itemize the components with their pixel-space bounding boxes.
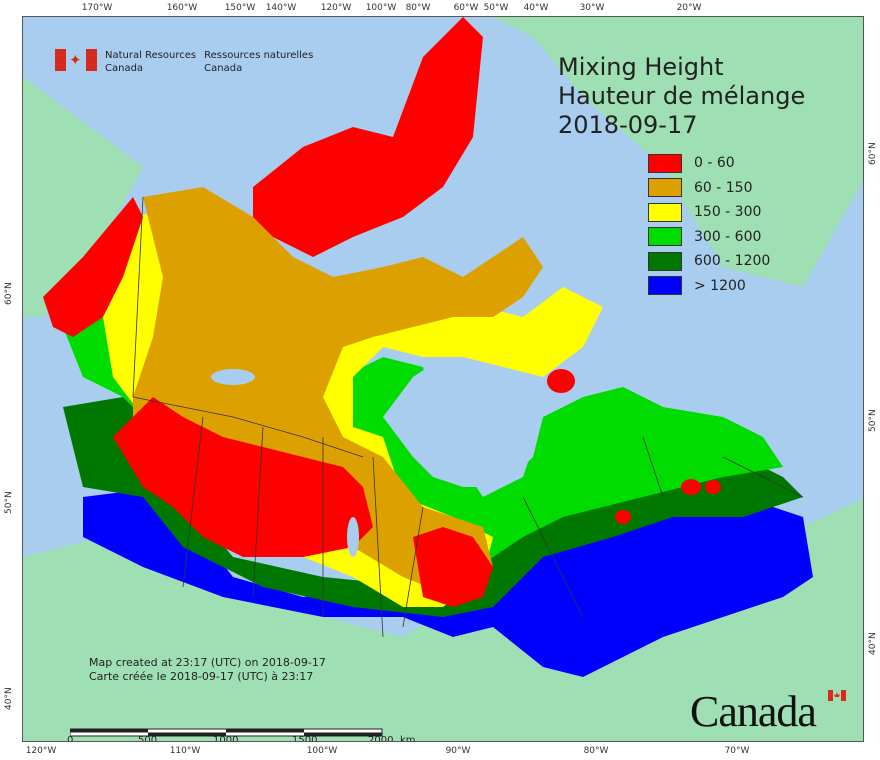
agency-name-english: Natural Resources Canada xyxy=(105,50,197,74)
hotspot-3 xyxy=(705,480,721,494)
hotspot-2 xyxy=(681,479,701,495)
canada-flag-icon xyxy=(828,690,846,701)
map-canvas[interactable]: ✦ Natural Resources Canada Ressources na… xyxy=(22,16,864,742)
tick-left: 50°N xyxy=(4,491,14,514)
scale-label: 1000 xyxy=(213,735,239,742)
tick-top: 150°W xyxy=(224,3,256,13)
legend-item: 60 - 150 xyxy=(648,176,770,201)
legend-label: 300 - 600 xyxy=(694,228,762,245)
hotspot-4 xyxy=(615,510,631,524)
hotspot-1 xyxy=(547,369,575,393)
scale-unit: km xyxy=(400,735,416,742)
tick-left: 60°N xyxy=(4,282,14,305)
zone-600-1200 xyxy=(63,397,803,617)
greenland-land xyxy=(493,17,863,287)
zone-over-1200 xyxy=(83,487,813,677)
map-title: Mixing Height Hauteur de mélange 2018-09… xyxy=(558,53,805,140)
scale-label: 1500 xyxy=(292,735,318,742)
legend-item: > 1200 xyxy=(648,274,770,299)
scale-label: 0 xyxy=(67,735,74,742)
title-english: Mixing Height xyxy=(558,53,724,81)
legend-swatch xyxy=(648,227,682,247)
legend-swatch xyxy=(648,202,682,222)
lake-winnipeg xyxy=(347,517,359,557)
scale-label: 2000 xyxy=(368,735,394,742)
tick-right: 50°N xyxy=(868,409,878,432)
tick-bottom: 80°W xyxy=(583,746,609,756)
alaska-land xyxy=(23,77,143,317)
legend-item: 0 - 60 xyxy=(648,151,770,176)
creation-note-english: Map created at 23:17 (UTC) on 2018-09-17 xyxy=(89,656,326,669)
tick-bottom: 110°W xyxy=(169,746,201,756)
nrcan-logo: ✦ Natural Resources Canada Ressources na… xyxy=(55,49,313,75)
legend-label: 0 - 60 xyxy=(694,155,735,172)
creation-note-french: Carte créée le 2018-09-17 (UTC) à 23:17 xyxy=(89,670,314,683)
flag-bar-left xyxy=(55,49,66,71)
flag-bar-right xyxy=(86,49,97,71)
tick-right: 60°N xyxy=(868,142,878,165)
legend: 0 - 60 60 - 150 150 - 300 300 - 600 600 … xyxy=(648,151,770,298)
tick-bottom: 90°W xyxy=(445,746,471,756)
legend-label: 600 - 1200 xyxy=(694,253,771,270)
tick-top: 80°W xyxy=(405,3,431,13)
tick-bottom: 100°W xyxy=(306,746,338,756)
title-french: Hauteur de mélange xyxy=(558,82,806,110)
legend-item: 600 - 1200 xyxy=(648,249,770,274)
legend-label: 150 - 300 xyxy=(694,204,762,221)
tick-bottom: 70°W xyxy=(724,746,750,756)
agency-name-french: Ressources naturelles Canada xyxy=(204,50,314,74)
tick-top: 120°W xyxy=(320,3,352,13)
scale-label: 500 xyxy=(138,735,158,742)
tick-top: 40°W xyxy=(523,3,549,13)
tick-top: 170°W xyxy=(81,3,113,13)
tick-top: 60°W xyxy=(453,3,479,13)
legend-swatch xyxy=(648,153,682,173)
map-graphic xyxy=(23,17,863,741)
hudson-bay xyxy=(383,357,543,487)
canada-wordmark: Canada xyxy=(690,687,817,736)
zone-0-60-yukon xyxy=(43,197,143,337)
legend-label: > 1200 xyxy=(694,277,746,294)
maple-leaf-icon: ✦ xyxy=(69,51,82,69)
tick-top: 50°W xyxy=(483,3,509,13)
zone-0-60-south xyxy=(113,397,373,557)
tick-left: 40°N xyxy=(4,687,14,710)
scale-bar-graphic xyxy=(69,728,383,737)
legend-swatch xyxy=(648,251,682,271)
tick-top: 160°W xyxy=(166,3,198,13)
tick-bottom: 120°W xyxy=(25,746,57,756)
tick-top: 100°W xyxy=(365,3,397,13)
great-slave-lake xyxy=(211,369,255,385)
legend-item: 150 - 300 xyxy=(648,200,770,225)
scale-bar: 0 500 1000 1500 2000 km xyxy=(67,723,416,742)
zone-0-60-arctic xyxy=(253,17,483,257)
provincial-boundaries xyxy=(132,196,804,638)
legend-swatch xyxy=(648,276,682,296)
tick-top: 140°W xyxy=(265,3,297,13)
legend-label: 60 - 150 xyxy=(694,179,753,196)
legend-item: 300 - 600 xyxy=(648,225,770,250)
tick-top: 30°W xyxy=(579,3,605,13)
legend-swatch xyxy=(648,178,682,198)
tick-right: 40°N xyxy=(868,632,878,655)
title-date: 2018-09-17 xyxy=(558,111,698,139)
creation-note: Map created at 23:17 (UTC) on 2018-09-17… xyxy=(89,656,326,684)
tick-top: 20°W xyxy=(676,3,702,13)
canada-flag-icon: ✦ xyxy=(55,49,97,71)
zone-0-60-ontario xyxy=(413,527,493,607)
